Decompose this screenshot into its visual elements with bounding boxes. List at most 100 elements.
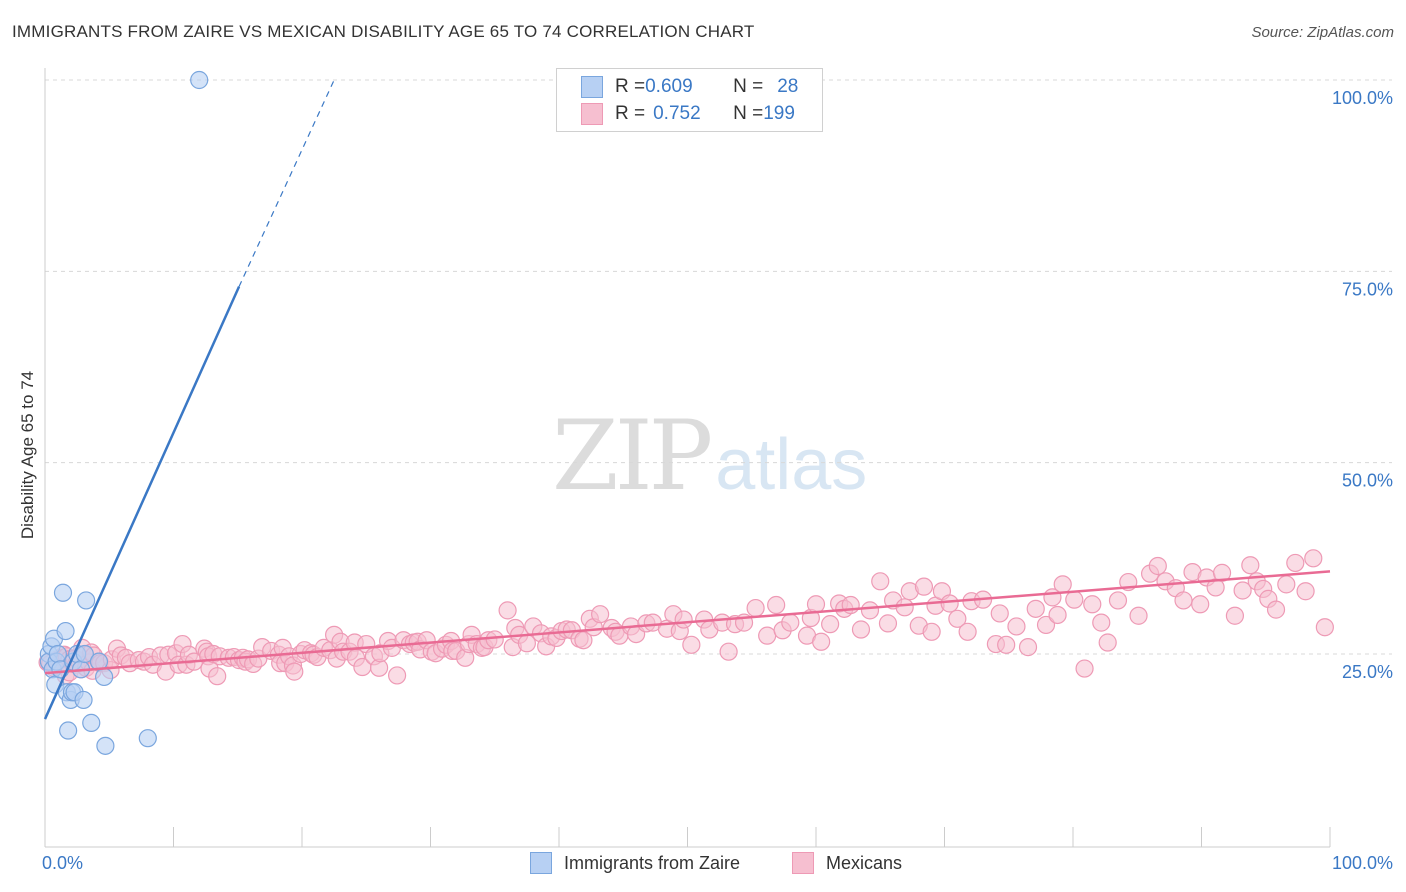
mexicans-point	[682, 635, 701, 654]
mexicans-point	[1048, 605, 1067, 625]
mexicans-point	[1266, 600, 1286, 619]
mexicans-point	[767, 595, 786, 615]
mexicans-point	[781, 613, 800, 632]
legend-row-zaire: R = 0.609 N = 28	[581, 74, 798, 100]
y-axis-label: Disability Age 65 to 74	[18, 370, 37, 540]
zaire-point	[53, 583, 73, 602]
mexicans-point	[719, 642, 738, 661]
mexicans-point	[990, 604, 1009, 623]
legend-swatch-zaire	[581, 76, 603, 98]
mexicans-point	[1296, 582, 1315, 601]
y-tick-label: 100.0%	[1332, 88, 1393, 108]
mexicans-point	[208, 667, 227, 686]
mexicans-point	[517, 634, 536, 653]
x-tick-label: 0.0%	[42, 853, 83, 873]
mexicans-point	[1026, 599, 1045, 618]
zaire-point	[56, 621, 75, 641]
mexicans-point	[1212, 563, 1232, 582]
mexicans-point	[878, 614, 898, 633]
mexicans-point	[1315, 618, 1334, 637]
legend-swatch-mexicans	[581, 103, 603, 125]
mexicans-point	[860, 601, 880, 620]
legend-r-value: 0.609	[645, 76, 693, 97]
zaire-point	[74, 690, 93, 710]
zaire-series	[39, 70, 209, 755]
mexicans-point	[498, 601, 517, 620]
mexicans-point	[1286, 553, 1305, 573]
mexicans-point	[1065, 590, 1084, 609]
zaire-trend-extension	[238, 79, 335, 287]
zaire-point	[75, 644, 94, 664]
legend-r-value: 0.752	[653, 103, 701, 124]
y-tick-label: 25.0%	[1342, 662, 1393, 682]
mexicans-point	[1098, 633, 1117, 652]
mexicans-point	[758, 626, 777, 645]
y-tick-label: 50.0%	[1342, 471, 1393, 491]
zaire-point	[48, 644, 67, 664]
x-tick-label: 100.0%	[1332, 853, 1393, 873]
mexicans-point	[821, 615, 840, 634]
mexicans-point	[1241, 556, 1260, 575]
y-tick-label: 75.0%	[1342, 279, 1393, 299]
legend-r-label: R =	[615, 76, 646, 97]
mexicans-point	[851, 620, 871, 639]
zaire-point	[138, 729, 157, 748]
mexicans-point	[1083, 595, 1102, 614]
mexicans-point	[914, 577, 934, 596]
source-label: Source: ZipAtlas.com	[1251, 24, 1394, 41]
mexicans-point	[1304, 549, 1323, 568]
legend-swatch-mexicans	[792, 852, 814, 874]
mexicans-point	[958, 622, 977, 641]
trend-lines	[43, 79, 1331, 720]
watermark-zip: ZIP	[552, 400, 713, 512]
legend-item-zaire: Immigrants from Zaire	[530, 852, 740, 874]
watermark: ZIPatlas	[552, 400, 867, 512]
correlation-legend: R = 0.609 N = 28 R = 0.752 N = 199	[556, 68, 823, 132]
legend-swatch-zaire	[530, 852, 552, 874]
mexicans-series	[38, 549, 1334, 686]
mexicans-point	[1233, 581, 1252, 600]
tick-labels: 25.0% 50.0% 75.0% 100.0% 0.0% 100.0%	[42, 88, 1393, 873]
mexicans-point	[674, 610, 693, 629]
legend-n-value: 199	[763, 103, 795, 124]
mexicans-point	[1075, 659, 1094, 678]
mexicans-point	[591, 605, 610, 624]
axes	[44, 68, 1331, 848]
mexicans-point	[1148, 556, 1167, 576]
mexicans-point	[1277, 575, 1296, 594]
legend-r-label: R =	[615, 103, 646, 124]
mexicans-point	[940, 594, 959, 613]
mexicans-point	[746, 598, 765, 618]
legend-label-zaire: Immigrants from Zaire	[564, 852, 741, 873]
mexicans-point	[806, 595, 826, 614]
zaire-point	[77, 591, 96, 610]
mexicans-point	[1036, 615, 1056, 635]
zaire-point	[96, 736, 115, 755]
mexicans-point	[485, 630, 504, 649]
zaire-point	[190, 70, 209, 90]
zaire-trend-line	[43, 286, 241, 720]
mexicans-trend-line	[44, 570, 1331, 675]
mexicans-point	[1174, 591, 1193, 610]
legend-label-mexicans: Mexicans	[826, 852, 903, 873]
mexicans-point	[997, 635, 1016, 654]
zaire-point	[82, 713, 101, 732]
legend-item-mexicans: Mexicans	[792, 852, 902, 874]
mexicans-point	[1018, 638, 1038, 657]
legend-row-mexicans: R = 0.752 N = 199	[581, 101, 795, 127]
legend-n-label: N =	[733, 103, 764, 124]
chart-title: IMMIGRANTS FROM ZAIRE VS MEXICAN DISABIL…	[12, 22, 755, 41]
mexicans-point	[1007, 617, 1026, 636]
legend-n-value: 28	[777, 76, 799, 97]
zaire-point	[59, 721, 78, 740]
mexicans-point	[285, 662, 304, 681]
mexicans-point	[895, 598, 914, 617]
mexicans-point	[948, 609, 967, 628]
zaire-point	[95, 667, 114, 687]
mexicans-point	[812, 632, 831, 651]
mexicans-point	[387, 666, 407, 685]
mexicans-point	[1129, 606, 1148, 625]
mexicans-point	[871, 572, 890, 591]
mexicans-point	[922, 622, 941, 641]
mexicans-point	[1092, 613, 1111, 632]
